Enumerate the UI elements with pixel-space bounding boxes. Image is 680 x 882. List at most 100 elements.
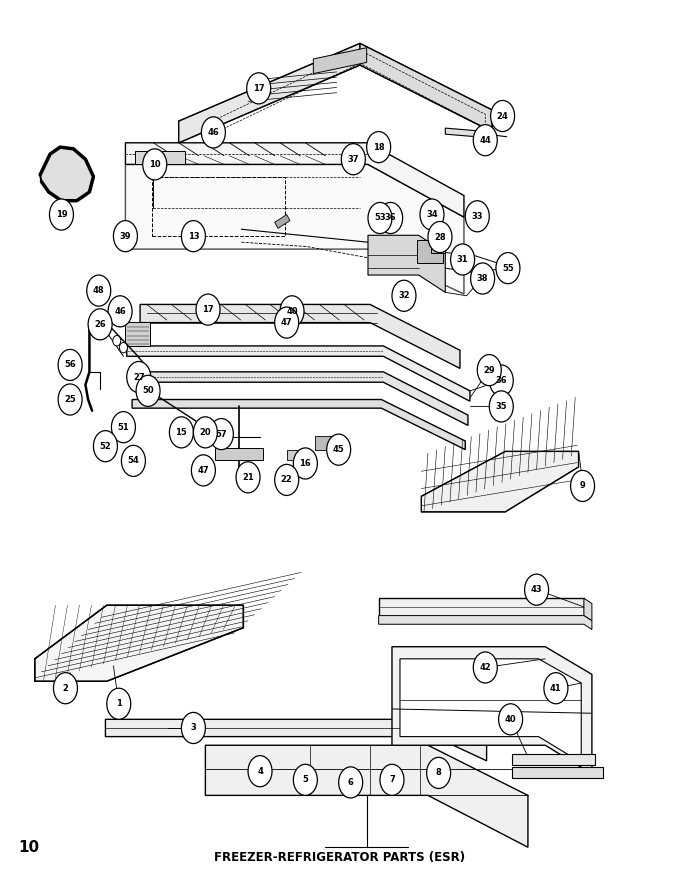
Circle shape: [87, 275, 111, 306]
Text: 18: 18: [373, 143, 384, 152]
Circle shape: [544, 673, 568, 704]
Polygon shape: [313, 48, 367, 74]
Polygon shape: [418, 241, 443, 263]
Polygon shape: [125, 322, 150, 346]
Polygon shape: [132, 400, 465, 450]
Circle shape: [114, 220, 137, 251]
Polygon shape: [392, 647, 592, 774]
Circle shape: [275, 307, 299, 338]
Polygon shape: [315, 436, 333, 450]
Circle shape: [209, 419, 233, 450]
Text: 47: 47: [281, 318, 292, 327]
Circle shape: [120, 342, 127, 353]
Text: 45: 45: [333, 445, 345, 454]
Text: 8: 8: [436, 768, 441, 777]
Text: 21: 21: [242, 473, 254, 482]
Polygon shape: [215, 448, 262, 460]
Circle shape: [426, 758, 451, 789]
Circle shape: [280, 295, 304, 327]
Circle shape: [193, 417, 218, 448]
Text: 9: 9: [579, 482, 585, 490]
Text: 52: 52: [99, 442, 112, 451]
Circle shape: [379, 203, 403, 234]
Circle shape: [471, 263, 494, 294]
Circle shape: [293, 765, 318, 796]
Polygon shape: [125, 164, 464, 294]
Polygon shape: [125, 143, 464, 217]
Polygon shape: [179, 43, 492, 143]
Circle shape: [571, 470, 594, 502]
Polygon shape: [35, 605, 243, 681]
Bar: [152, 177, 286, 236]
Circle shape: [112, 412, 135, 443]
Text: 43: 43: [531, 585, 543, 594]
Text: 35: 35: [496, 402, 507, 411]
Text: 31: 31: [457, 255, 469, 264]
Text: 39: 39: [120, 232, 131, 241]
Text: 50: 50: [142, 386, 154, 395]
Text: FREEZER-REFRIGERATOR PARTS (ESR): FREEZER-REFRIGERATOR PARTS (ESR): [214, 851, 466, 864]
Text: 7: 7: [389, 775, 395, 784]
Polygon shape: [105, 720, 487, 761]
Text: 40: 40: [286, 307, 298, 316]
Text: 54: 54: [128, 456, 139, 466]
Text: 56: 56: [64, 361, 76, 370]
Text: 13: 13: [188, 232, 199, 241]
Text: 19: 19: [56, 210, 67, 219]
Circle shape: [191, 455, 216, 486]
Text: 3: 3: [190, 723, 197, 732]
Circle shape: [201, 116, 225, 148]
Circle shape: [326, 434, 351, 465]
Circle shape: [473, 124, 497, 156]
Text: 17: 17: [202, 305, 214, 314]
Text: 34: 34: [426, 210, 438, 219]
Circle shape: [126, 362, 151, 392]
Text: 4: 4: [257, 766, 263, 775]
Text: 36: 36: [385, 213, 396, 222]
Circle shape: [420, 199, 444, 230]
Polygon shape: [400, 659, 581, 763]
Text: 20: 20: [199, 428, 211, 437]
Text: 15: 15: [175, 428, 187, 437]
Text: 40: 40: [505, 714, 516, 724]
Circle shape: [473, 652, 497, 683]
Circle shape: [122, 445, 146, 476]
Polygon shape: [379, 598, 584, 616]
Text: 36: 36: [496, 376, 507, 385]
Polygon shape: [126, 346, 470, 401]
Polygon shape: [445, 128, 487, 138]
Circle shape: [196, 294, 220, 325]
Text: 10: 10: [149, 160, 160, 169]
Polygon shape: [379, 616, 592, 630]
Circle shape: [58, 384, 82, 415]
Polygon shape: [368, 235, 445, 292]
Polygon shape: [40, 147, 93, 201]
Text: 32: 32: [398, 291, 410, 300]
Polygon shape: [584, 598, 592, 621]
Polygon shape: [179, 43, 360, 143]
Text: 53: 53: [374, 213, 386, 222]
Text: 2: 2: [63, 684, 69, 692]
Text: 27: 27: [133, 372, 145, 382]
Text: 48: 48: [93, 286, 105, 295]
Text: 22: 22: [281, 475, 292, 484]
Polygon shape: [422, 452, 579, 512]
Circle shape: [182, 220, 205, 251]
Circle shape: [182, 713, 205, 744]
Text: 16: 16: [299, 459, 311, 468]
Circle shape: [368, 203, 392, 234]
Text: 33: 33: [471, 212, 483, 220]
Polygon shape: [287, 450, 303, 460]
Polygon shape: [130, 372, 468, 425]
Circle shape: [367, 131, 390, 162]
Circle shape: [380, 765, 404, 796]
Circle shape: [498, 704, 523, 735]
Circle shape: [143, 149, 167, 180]
Text: 10: 10: [19, 840, 40, 855]
Text: 28: 28: [434, 233, 446, 242]
Circle shape: [247, 73, 271, 104]
Polygon shape: [140, 304, 460, 369]
Text: 57: 57: [216, 430, 227, 438]
Circle shape: [490, 391, 513, 422]
Circle shape: [136, 376, 160, 407]
